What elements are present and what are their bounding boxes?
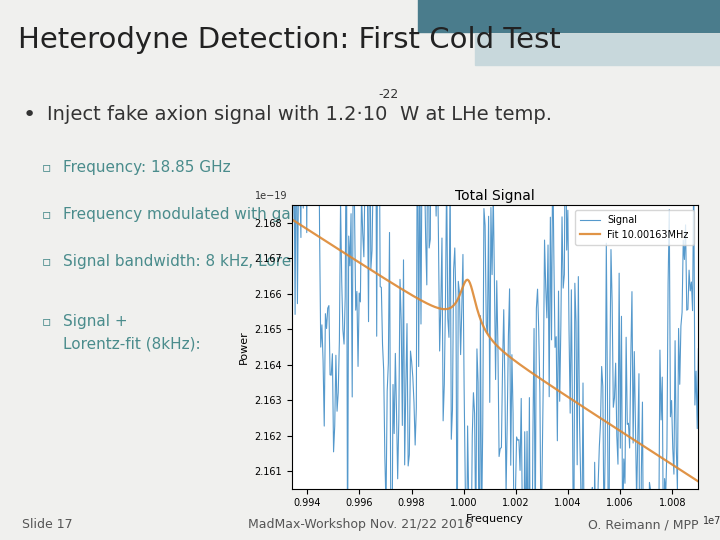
Text: Inject fake axion signal with 1.2·10: Inject fake axion signal with 1.2·10 xyxy=(47,105,387,124)
Text: ▫: ▫ xyxy=(42,160,51,174)
Line: Signal: Signal xyxy=(292,0,698,540)
Text: -22: -22 xyxy=(379,87,399,100)
Text: Frequency: 18.85 GHz: Frequency: 18.85 GHz xyxy=(63,160,231,175)
Fit 10.00163MHz xyxy=(688,475,697,481)
Text: 1e−19: 1e−19 xyxy=(255,191,287,201)
Text: ▫: ▫ xyxy=(42,314,51,328)
Text: ▫: ▫ xyxy=(42,254,51,268)
Text: Heterodyne Detection: First Cold Test: Heterodyne Detection: First Cold Test xyxy=(18,26,561,54)
Legend: Signal, Fit 10.00163MHz: Signal, Fit 10.00163MHz xyxy=(575,210,693,245)
Fit 10.00163MHz xyxy=(527,369,536,376)
Text: O. Reimann / MPP: O. Reimann / MPP xyxy=(588,518,698,531)
X-axis label: Frequency: Frequency xyxy=(466,514,524,524)
Text: W at LHe temp.: W at LHe temp. xyxy=(400,105,552,124)
Signal xyxy=(528,435,537,441)
Text: MadMax-Workshop Nov. 21/22 2016: MadMax-Workshop Nov. 21/22 2016 xyxy=(248,518,472,531)
Text: Frequency modulated with gaussian noise: Frequency modulated with gaussian noise xyxy=(63,207,386,222)
Fit 10.00163MHz xyxy=(287,216,296,222)
Fit 10.00163MHz xyxy=(694,478,703,485)
Signal xyxy=(690,402,699,408)
Fit 10.00163MHz xyxy=(677,467,685,474)
Fit 10.00163MHz xyxy=(475,313,484,319)
Bar xyxy=(475,33,720,65)
Bar xyxy=(418,0,720,32)
Text: Signal +
Lorentz-fit (8kHz):: Signal + Lorentz-fit (8kHz): xyxy=(63,314,201,352)
Y-axis label: Power: Power xyxy=(238,330,248,364)
Signal xyxy=(505,286,514,292)
Line: Fit 10.00163MHz: Fit 10.00163MHz xyxy=(292,219,698,482)
Signal xyxy=(694,346,703,352)
Signal xyxy=(476,313,485,319)
Signal xyxy=(287,118,296,125)
Fit 10.00163MHz xyxy=(396,285,405,291)
Text: Slide 17: Slide 17 xyxy=(22,518,72,531)
Text: 1e7: 1e7 xyxy=(703,516,720,525)
Signal xyxy=(397,316,405,323)
Text: Signal bandwidth: 8 kHz, Lorentz-shaped: Signal bandwidth: 8 kHz, Lorentz-shaped xyxy=(63,254,377,269)
Fit 10.00163MHz xyxy=(504,353,513,359)
Signal xyxy=(679,237,688,244)
Text: ▫: ▫ xyxy=(42,207,51,221)
Title: Total Signal: Total Signal xyxy=(455,188,535,202)
Text: •: • xyxy=(23,105,36,125)
